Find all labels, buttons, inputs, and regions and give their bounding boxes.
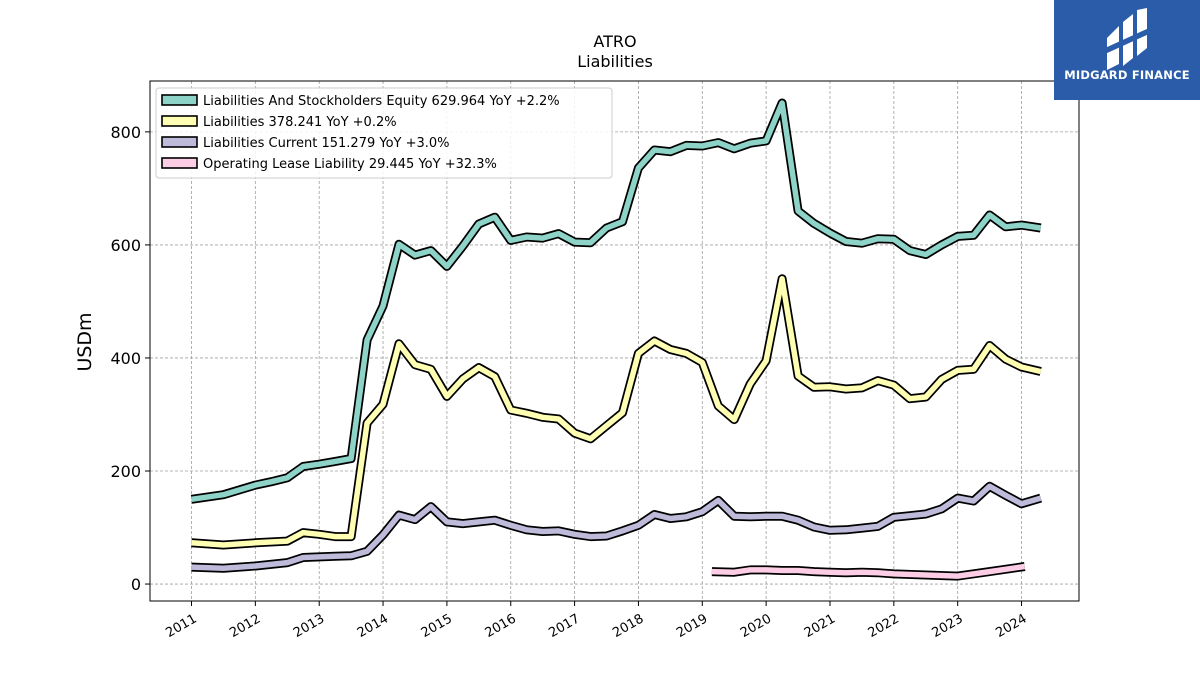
x-tick-label: 2022 <box>866 611 902 641</box>
logo-mark-icon <box>1105 8 1149 70</box>
legend-swatch <box>161 136 198 148</box>
y-tick-label: 400 <box>110 349 141 368</box>
series-line <box>191 100 1042 503</box>
plot-frame <box>149 80 1080 602</box>
x-tick-label: 2021 <box>802 611 838 641</box>
brand-logo: MIDGARD FINANCE <box>1054 0 1200 100</box>
y-tick-label: 600 <box>110 236 141 255</box>
legend-label: Liabilities 378.241 YoY +0.2% <box>203 115 397 130</box>
y-axis-label: USDm <box>74 312 96 371</box>
chart-title: ATRO <box>593 32 636 51</box>
legend-box <box>155 87 613 179</box>
x-tick-label: 2012 <box>227 611 263 641</box>
legend: Liabilities And Stockholders Equity 629.… <box>155 87 613 179</box>
legend-swatch <box>161 115 198 127</box>
series-line <box>711 563 1026 579</box>
y-tick-label: 800 <box>110 123 141 142</box>
x-tick-label: 2024 <box>993 611 1029 641</box>
y-tick-label: 0 <box>131 575 141 594</box>
x-tick-label: 2015 <box>419 611 455 641</box>
series-lines <box>190 98 1042 581</box>
legend-swatch <box>161 157 198 169</box>
x-tick-label: 2017 <box>546 611 582 641</box>
y-axis-ticks: 0 200 400 600 800 <box>110 123 150 594</box>
x-tick-label: 2014 <box>355 611 391 641</box>
series-line <box>191 483 1042 571</box>
legend-swatch <box>161 94 198 106</box>
x-tick-label: 2013 <box>291 611 327 641</box>
x-tick-label: 2020 <box>738 611 774 641</box>
x-tick-label: 2016 <box>483 611 519 641</box>
legend-label: Liabilities And Stockholders Equity 629.… <box>203 94 560 109</box>
x-tick-label: 2023 <box>930 611 966 641</box>
legend-label: Operating Lease Liability 29.445 YoY +32… <box>203 157 497 172</box>
brand-name: MIDGARD FINANCE <box>1064 68 1190 82</box>
x-tick-label: 2018 <box>610 611 646 641</box>
y-tick-label: 200 <box>110 462 141 481</box>
series-line <box>191 276 1042 548</box>
legend-label: Liabilities Current 151.279 YoY +3.0% <box>203 136 450 151</box>
x-tick-label: 2019 <box>674 611 710 641</box>
chart-subtitle: Liabilities <box>577 52 653 71</box>
x-tick-label: 2011 <box>163 611 199 641</box>
x-axis-ticks: 2011 2012 2013 2014 2015 2016 2017 2018 2019 2020… <box>163 601 1030 641</box>
